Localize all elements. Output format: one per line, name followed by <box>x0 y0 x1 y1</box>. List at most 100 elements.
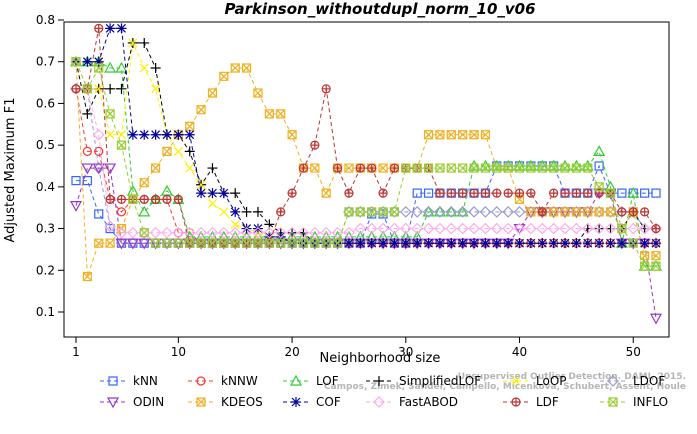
data-point <box>82 176 92 186</box>
data-point <box>549 188 559 198</box>
data-point <box>105 23 116 34</box>
data-point <box>240 226 253 239</box>
data-point <box>276 109 286 119</box>
data-point <box>297 226 310 239</box>
data-point <box>378 163 388 173</box>
data-point <box>310 163 320 173</box>
legend-label: FastABOD <box>399 395 458 409</box>
data-point <box>252 226 264 239</box>
data-point <box>537 163 547 173</box>
data-point <box>104 220 116 233</box>
data-point <box>108 376 118 386</box>
data-point <box>105 83 116 94</box>
data-point <box>207 163 218 174</box>
legend-item: LDOF <box>600 374 665 388</box>
data-point <box>332 238 343 248</box>
legend-label: LDF <box>536 395 559 409</box>
data-point <box>649 313 663 325</box>
data-point <box>525 222 537 235</box>
data-point <box>82 56 93 67</box>
data-point <box>354 206 367 218</box>
data-point <box>229 226 242 239</box>
data-point <box>559 222 571 235</box>
data-point <box>151 84 161 94</box>
data-point <box>412 163 422 173</box>
data-point <box>151 238 161 248</box>
data-point <box>457 238 468 249</box>
x-axis-ticks: 1 10 20 30 40 50 <box>72 337 641 359</box>
data-point <box>310 140 320 150</box>
y-tick-label: 0.5 <box>36 138 55 152</box>
data-point <box>560 188 570 198</box>
data-point <box>150 62 161 73</box>
y-tick-label: 0.1 <box>36 305 55 319</box>
data-point <box>458 163 468 173</box>
data-point <box>502 206 515 218</box>
data-point <box>116 140 127 150</box>
data-point <box>344 207 354 217</box>
data-point <box>468 206 480 218</box>
data-point <box>230 238 240 248</box>
data-point <box>549 163 559 173</box>
data-point <box>185 121 195 131</box>
data-point <box>388 206 401 218</box>
data-point <box>230 219 240 229</box>
data-point <box>490 206 503 218</box>
data-point <box>608 397 618 407</box>
legend-label: kNNW <box>221 374 258 388</box>
data-point <box>276 238 286 248</box>
data-point <box>128 194 138 204</box>
legend-label: KDEOS <box>221 395 263 409</box>
data-point <box>434 222 446 235</box>
data-point <box>196 376 206 386</box>
legend: kNN kNNW LOF SimplifiedLOF LoOP LDOF ODIN KDEOS… <box>100 374 668 409</box>
data-point <box>291 397 301 407</box>
legend-label: LOF <box>316 374 339 388</box>
data-point <box>81 163 94 175</box>
data-point <box>196 188 207 199</box>
credit-line-1: Unsupervised Outlier Detection. DAMI, 20… <box>458 372 686 382</box>
data-point <box>400 238 411 249</box>
data-point <box>469 238 480 249</box>
data-point <box>162 238 172 248</box>
y-tick-label: 0.6 <box>36 96 55 110</box>
data-point <box>593 222 605 235</box>
y-tick-label: 0.3 <box>36 222 55 236</box>
data-point <box>651 188 661 198</box>
data-point <box>184 129 195 140</box>
data-point <box>490 222 503 235</box>
data-point <box>435 188 445 198</box>
data-point <box>503 188 513 198</box>
data-point <box>605 188 616 198</box>
data-point <box>594 182 604 192</box>
data-point <box>139 194 149 204</box>
data-point <box>605 238 616 249</box>
data-point <box>446 130 456 140</box>
data-point <box>435 163 445 173</box>
legend-label: LDOF <box>633 374 665 388</box>
x-tick-label: 50 <box>626 345 641 359</box>
data-point <box>511 397 521 407</box>
legend-item: KDEOS <box>188 395 263 409</box>
legend-item: INFLO <box>600 395 668 409</box>
data-point <box>374 376 384 386</box>
data-point <box>434 238 445 249</box>
data-point <box>104 61 117 73</box>
data-point <box>162 146 172 156</box>
data-point <box>604 222 617 235</box>
data-point <box>469 163 479 173</box>
data-point <box>367 163 377 173</box>
data-point <box>422 205 435 217</box>
series-line <box>76 28 657 244</box>
data-point <box>185 163 195 173</box>
x-tick-label: 1 <box>72 345 80 359</box>
data-point <box>344 188 354 198</box>
data-point <box>583 188 593 198</box>
data-point <box>616 222 628 235</box>
data-point <box>377 206 389 218</box>
legend-label: SimplifiedLOF <box>399 374 481 388</box>
data-point <box>219 71 229 81</box>
data-point <box>456 222 469 235</box>
legend-label: kNN <box>133 374 158 388</box>
data-point <box>287 188 297 198</box>
